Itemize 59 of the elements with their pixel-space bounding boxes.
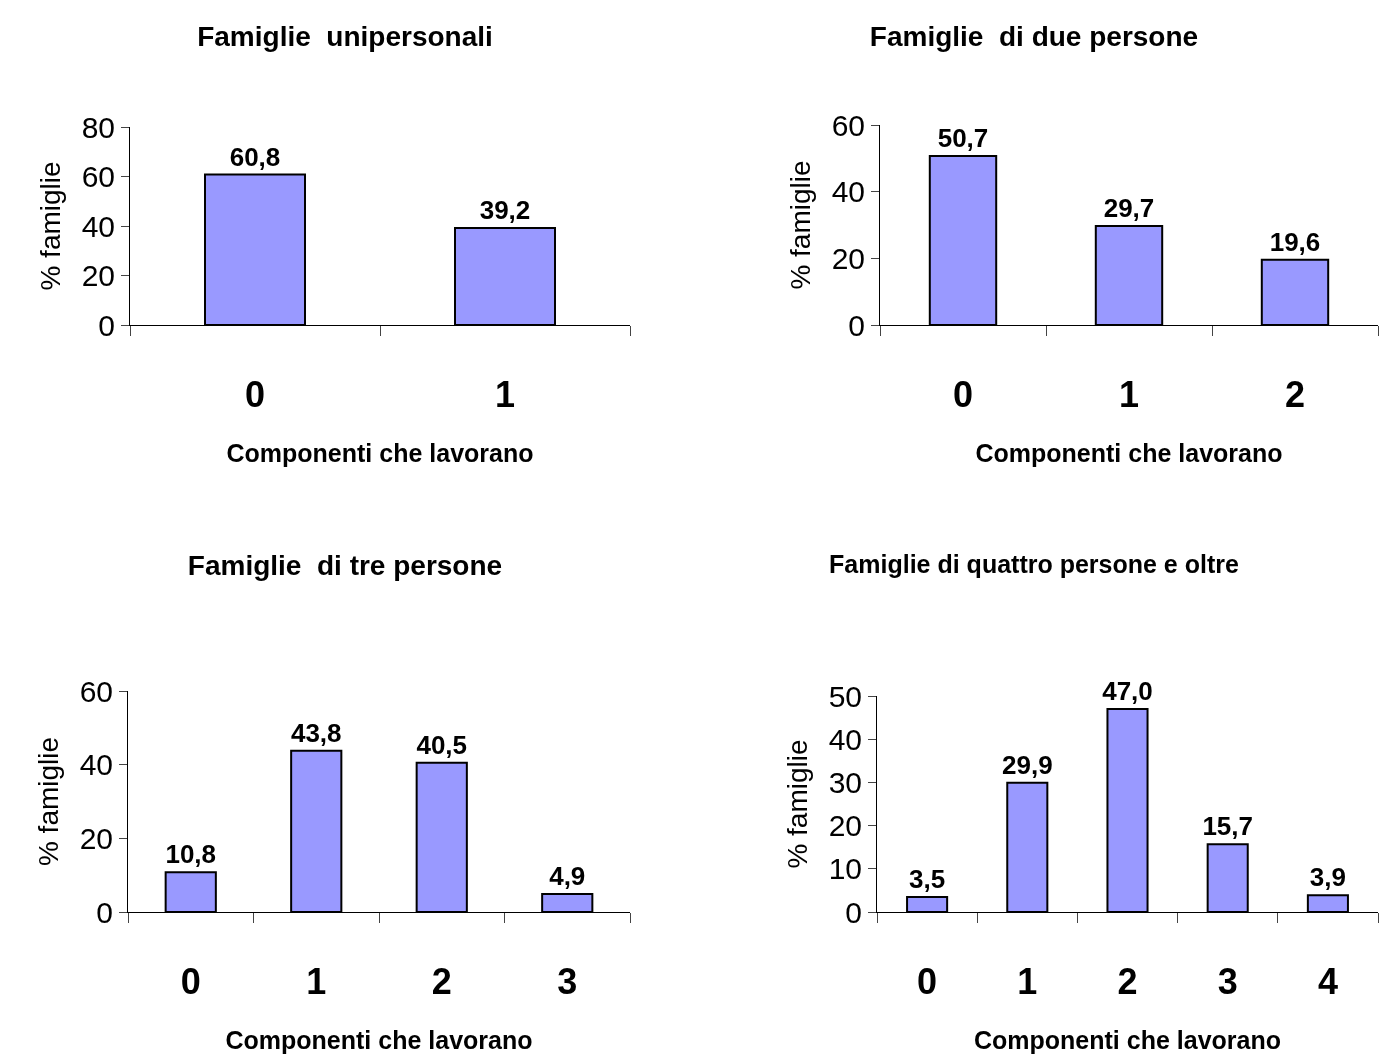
y-axis-title: % famiglie <box>35 161 67 291</box>
data-label: 43,8 <box>290 717 342 748</box>
y-tick-label: 30 <box>828 765 862 799</box>
x-tick-label: 0 <box>917 961 938 1003</box>
y-tick-label: 20 <box>831 241 865 275</box>
data-label: 29,9 <box>1002 749 1053 780</box>
y-tick-label: 20 <box>81 259 115 292</box>
y-tick-label: 60 <box>79 674 113 708</box>
y-tick-label: 0 <box>96 895 113 929</box>
y-tick-label: 40 <box>828 722 862 756</box>
y-tick-label: 0 <box>845 895 862 929</box>
y-tick-label: 60 <box>831 108 865 142</box>
y-tick-label: 40 <box>81 209 115 243</box>
x-tick-label: 3 <box>557 961 578 1003</box>
x-tick-label: 0 <box>180 961 201 1003</box>
chart-title: Famiglie unipersonali <box>197 21 493 53</box>
x-tick-label: 0 <box>244 374 266 416</box>
x-tick-label: 3 <box>1217 961 1238 1003</box>
data-label: 3,5 <box>909 863 946 894</box>
y-tick-label: 50 <box>828 679 862 713</box>
data-label: 29,7 <box>1103 193 1155 223</box>
data-label: 10,8 <box>165 839 217 870</box>
y-axis-title: % famiglie <box>33 736 65 867</box>
x-axis-title: Componenti che lavorano <box>975 439 1283 468</box>
y-tick-label: 20 <box>828 809 862 843</box>
y-tick-label: 60 <box>81 160 115 193</box>
x-tick-label: 0 <box>952 374 974 416</box>
data-label: 19,6 <box>1269 226 1321 257</box>
x-tick-label: 1 <box>1017 961 1038 1003</box>
data-label: 50,7 <box>937 123 989 153</box>
y-axis-title: % famiglie <box>782 739 814 869</box>
data-label: 15,7 <box>1202 811 1253 842</box>
y-tick-label: 20 <box>79 821 113 855</box>
y-tick-label: 80 <box>81 110 115 144</box>
y-tick-label: 40 <box>831 175 865 209</box>
data-label: 60,8 <box>229 141 281 172</box>
data-label: 47,0 <box>1102 675 1153 706</box>
x-tick-label: 2 <box>1117 961 1138 1003</box>
x-tick-label: 1 <box>306 961 327 1003</box>
data-label: 4,9 <box>549 860 586 891</box>
data-label: 39,2 <box>479 194 531 225</box>
x-axis-title: Componenti che lavorano <box>225 1026 533 1055</box>
y-tick-label: 0 <box>848 308 865 342</box>
chart-title: Famiglie di quattro persone e oltre <box>829 549 1239 578</box>
chart-title: Famiglie di due persone <box>869 21 1199 53</box>
x-tick-label: 2 <box>1284 374 1306 416</box>
data-label: 40,5 <box>416 729 468 760</box>
chart-title: Famiglie di tre persone <box>187 550 503 582</box>
y-axis-title: % famiglie <box>785 160 817 290</box>
x-axis-title: Componenti che lavorano <box>226 439 534 468</box>
x-tick-label: 4 <box>1317 961 1338 1003</box>
x-tick-label: 1 <box>1118 374 1140 416</box>
x-tick-label: 2 <box>431 961 452 1003</box>
data-label: 3,9 <box>1309 862 1346 893</box>
x-tick-label: 1 <box>494 374 516 416</box>
y-tick-label: 0 <box>98 308 115 342</box>
y-tick-label: 40 <box>79 748 113 782</box>
y-tick-label: 10 <box>828 852 862 886</box>
x-axis-title: Componenti che lavorano <box>974 1026 1281 1055</box>
